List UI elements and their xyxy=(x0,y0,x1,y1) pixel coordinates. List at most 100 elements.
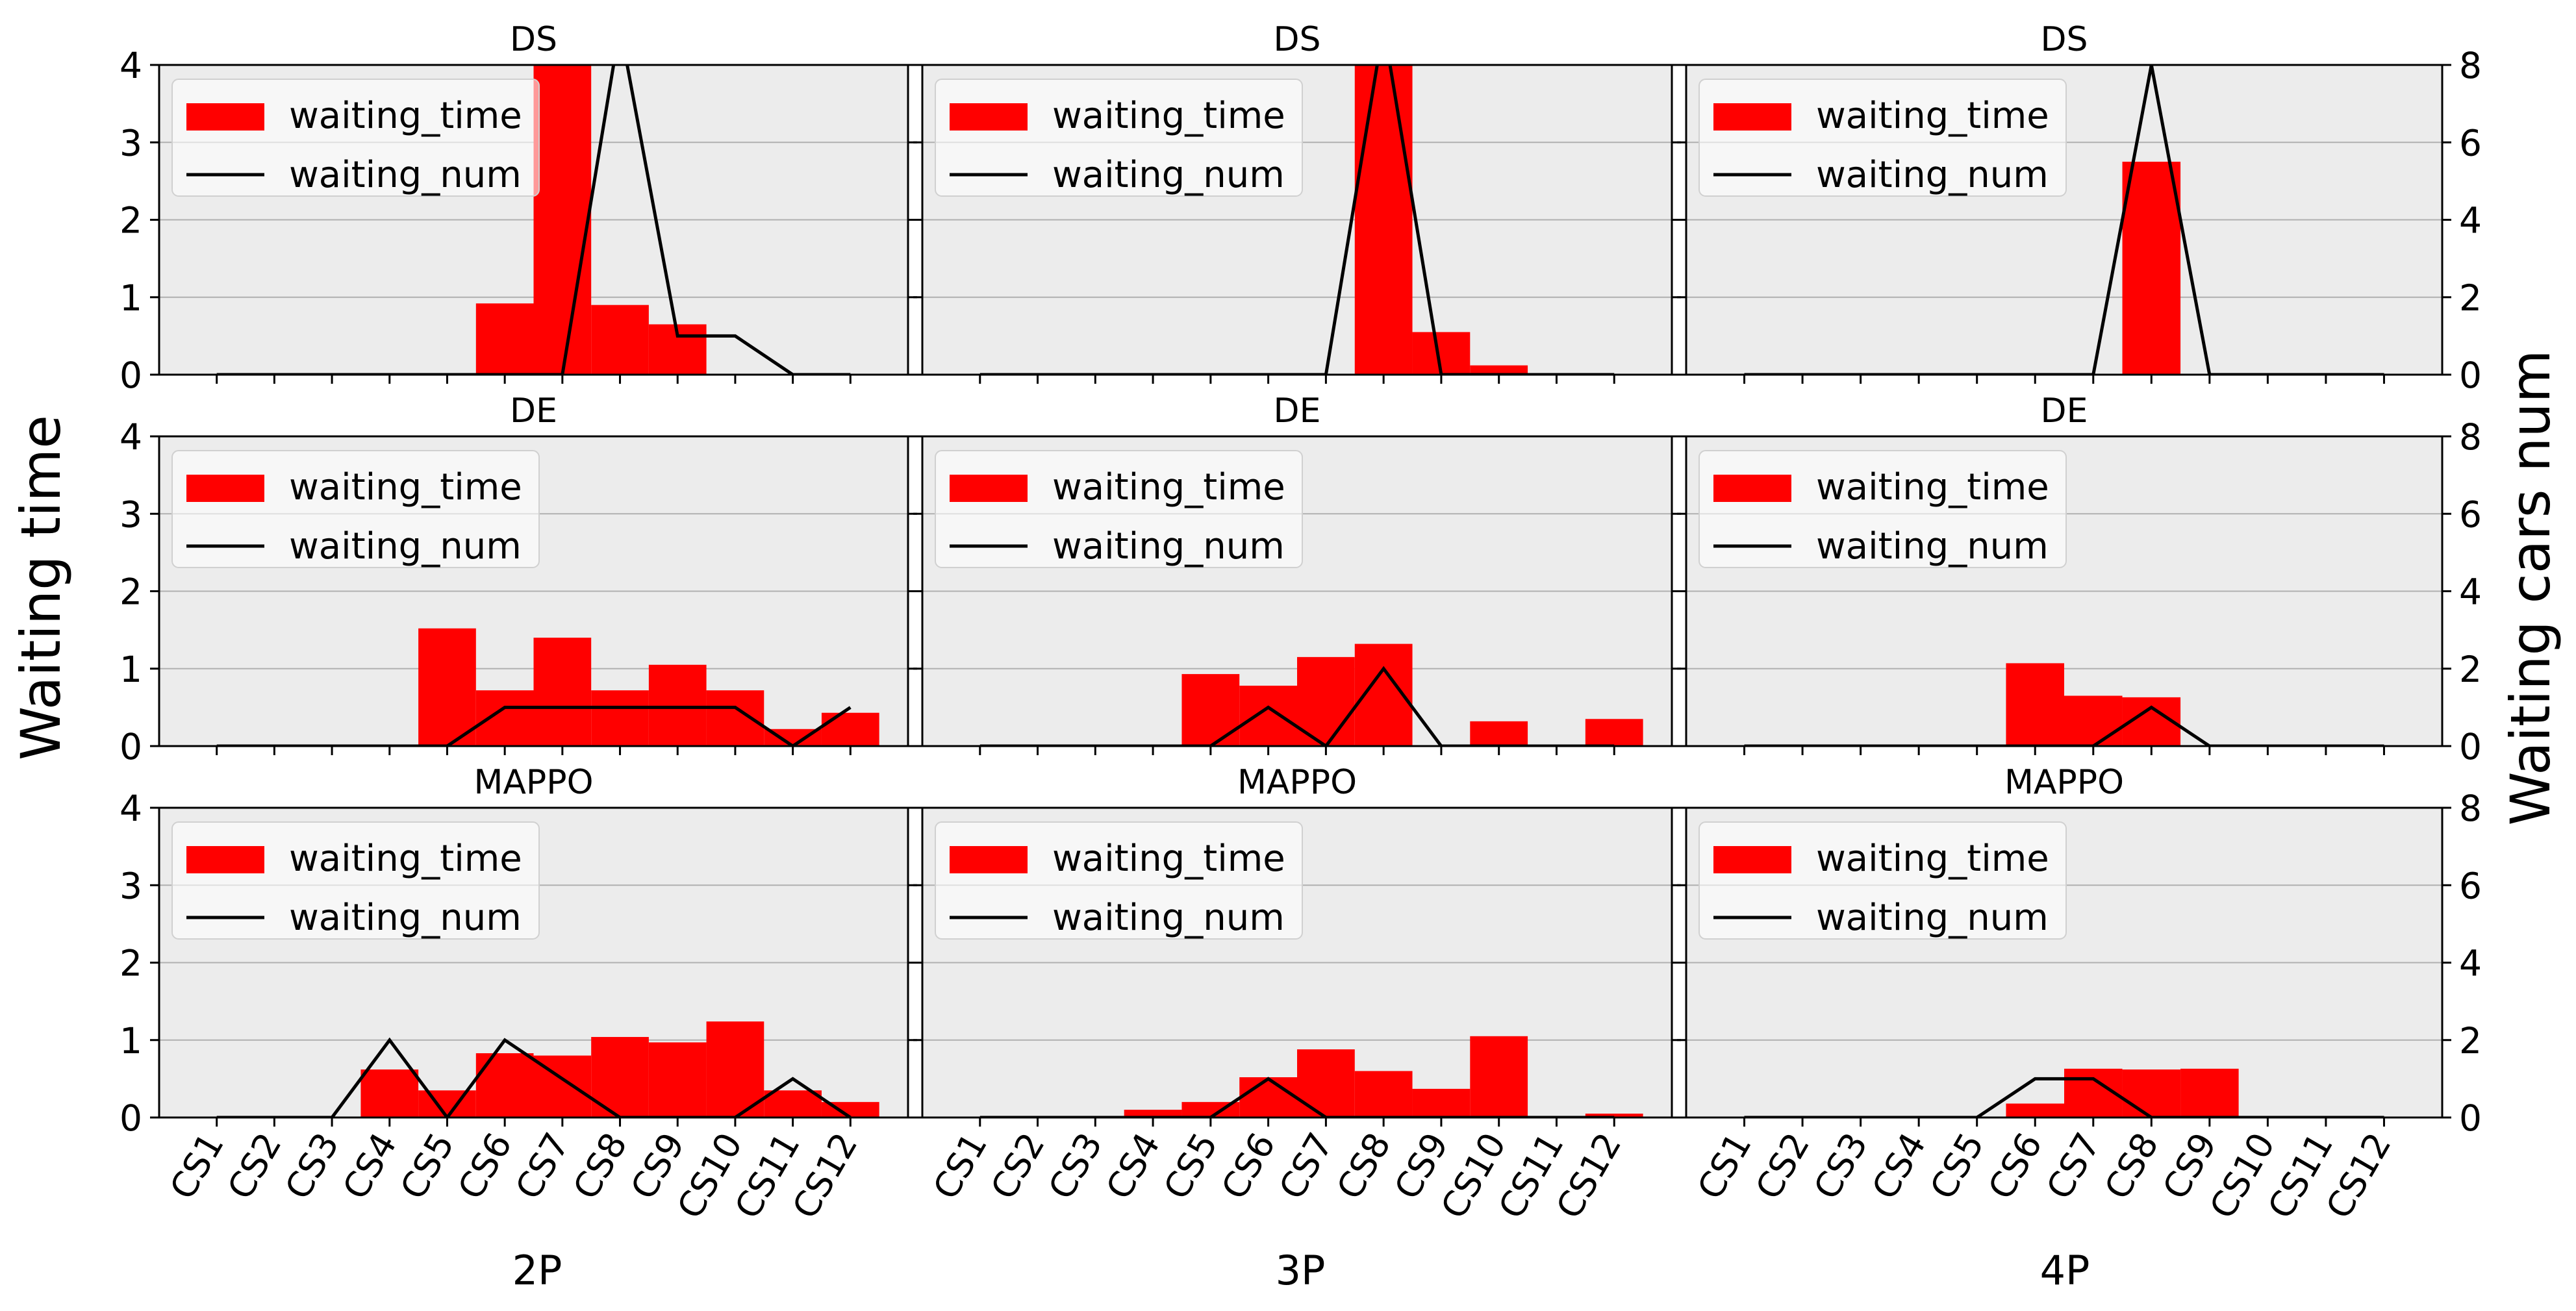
column-label-4p: 4P xyxy=(2040,1247,2090,1294)
panels-layer: DS 0 1 2 3 4 waiting_time waiting_num DS waiting_… xyxy=(120,20,2482,1225)
legend-label-waiting-num: waiting_num xyxy=(1052,154,1285,196)
panel-ds-3p-legend: waiting_time waiting_num xyxy=(935,79,1303,197)
panel-mappo-2p-waiting-num-line xyxy=(216,1037,852,1117)
bar-cs6 xyxy=(1239,1077,1297,1117)
bar-cs9 xyxy=(1412,1088,1471,1117)
x-tick-label-cs8: CS8 xyxy=(1329,1126,1399,1206)
panel-mappo-2p-legend: waiting_time waiting_num xyxy=(171,821,540,940)
legend-label-waiting-time: waiting_time xyxy=(1052,95,1285,137)
legend-label-waiting-time: waiting_time xyxy=(289,838,522,880)
panel-ds-2p-waiting-num-line xyxy=(216,65,851,375)
y-axis-label-right: Waiting cars num xyxy=(2499,350,2562,826)
bar-cs9 xyxy=(2180,1068,2239,1117)
panel-title: DE xyxy=(1274,392,1321,431)
bar-cs9 xyxy=(648,664,707,746)
bar-cs7 xyxy=(2064,695,2123,746)
y-tick-label-left: 1 xyxy=(120,1020,142,1062)
bar-cs4 xyxy=(360,1069,419,1117)
panel-mappo-3p-waiting-num-line xyxy=(979,1077,1615,1117)
y-tick-label-left: 3 xyxy=(120,865,142,906)
x-tick-label-cs3: CS3 xyxy=(1806,1126,1876,1206)
panel-title: MAPPO xyxy=(1237,763,1357,802)
y-tick-label-right: 0 xyxy=(2459,726,2482,768)
panel-de-3p-waiting-num-line xyxy=(979,666,1615,746)
bar-cs10 xyxy=(706,1021,764,1117)
legend-label-waiting-num: waiting_num xyxy=(1052,525,1285,568)
y-tick-label-left: 3 xyxy=(120,493,142,535)
figure-labels: Waiting time Waiting cars num 2P 3P 4P xyxy=(9,350,2562,1295)
bar-cs12 xyxy=(821,712,879,746)
bar-cs7 xyxy=(533,65,592,375)
legend-label-waiting-time: waiting_time xyxy=(1816,838,2049,880)
y-tick-label-right: 6 xyxy=(2459,493,2482,535)
panel-de-2p-waiting-num-line xyxy=(216,705,852,746)
y-tick-label-right: 4 xyxy=(2459,200,2482,242)
legend-swatch-bar xyxy=(186,103,264,131)
legend-label-waiting-time: waiting_time xyxy=(289,95,522,137)
panel-ds-4p-legend: waiting_time waiting_num xyxy=(1698,79,2067,197)
x-tick-label-cs6: CS6 xyxy=(450,1126,520,1206)
x-tick-label-cs3: CS3 xyxy=(1041,1126,1111,1206)
panel-ds-3p-bars xyxy=(1354,65,1585,375)
legend-swatch-bar xyxy=(1713,475,1791,502)
panel-mappo-4p-legend: waiting_time waiting_num xyxy=(1698,821,2067,940)
bar-cs6 xyxy=(475,1053,534,1117)
panel-de-2p: DE 0 1 2 3 4 waiting_time waiting_num xyxy=(120,392,917,768)
y-axis-label-left: Waiting time xyxy=(9,415,73,760)
y-tick-label-left: 3 xyxy=(120,122,142,164)
panel-ds-4p: DS 0 2 4 6 8 waiting_time waiting_num xyxy=(1677,20,2482,396)
bar-cs12 xyxy=(1585,1114,1643,1117)
panel-ds-4p-bars xyxy=(2122,162,2181,375)
bar-cs5 xyxy=(418,1090,476,1117)
y-tick-label-left: 1 xyxy=(120,649,142,690)
y-tick-label-right: 2 xyxy=(2459,649,2482,690)
bar-cs5 xyxy=(1181,674,1240,746)
y-tick-label-left: 1 xyxy=(120,277,142,319)
legend-swatch-bar xyxy=(1713,846,1791,873)
legend-label-waiting-num: waiting_num xyxy=(1816,525,2049,568)
x-tick-label-cs5: CS5 xyxy=(1155,1126,1226,1206)
y-tick-label-right: 8 xyxy=(2459,45,2482,86)
bar-cs10 xyxy=(706,690,764,746)
bar-cs6 xyxy=(2006,663,2064,746)
x-tick-label-cs3: CS3 xyxy=(277,1126,347,1206)
y-tick-label-left: 2 xyxy=(120,571,142,613)
panel-ds-3p: DS waiting_time waiting_num xyxy=(913,20,1681,384)
panel-title: MAPPO xyxy=(2004,763,2124,802)
bar-cs6 xyxy=(475,690,534,746)
bar-cs9 xyxy=(648,1042,707,1117)
legend-label-waiting-time: waiting_time xyxy=(1816,95,2049,137)
bar-cs10 xyxy=(1470,1036,1528,1117)
x-tick-label-cs2: CS2 xyxy=(983,1126,1053,1206)
panel-mappo-3p-legend: waiting_time waiting_num xyxy=(935,821,1303,940)
y-tick-label-right: 4 xyxy=(2459,943,2482,984)
legend-label-waiting-time: waiting_time xyxy=(1052,466,1285,508)
x-tick-label-cs1: CS1 xyxy=(925,1126,995,1206)
x-tick-label-cs2: CS2 xyxy=(1748,1126,1818,1206)
legend-label-waiting-num: waiting_num xyxy=(289,154,522,196)
x-tick-label-cs6: CS6 xyxy=(1980,1126,2051,1206)
x-tick-label-cs7: CS7 xyxy=(507,1126,577,1206)
bar-cs8 xyxy=(591,305,649,375)
panel-ds-2p: DS 0 1 2 3 4 waiting_time waiting_num xyxy=(120,20,917,396)
bar-cs8 xyxy=(591,690,649,746)
x-tick-label-cs2: CS2 xyxy=(220,1126,290,1206)
y-tick-label-right: 6 xyxy=(2459,122,2482,164)
y-tick-label-left: 0 xyxy=(120,355,142,396)
panel-title: MAPPO xyxy=(474,763,593,802)
x-tick-label-cs1: CS1 xyxy=(162,1126,232,1206)
bar-cs4 xyxy=(1124,1110,1182,1117)
bar-cs10 xyxy=(1470,721,1528,746)
bar-cs7 xyxy=(533,638,592,746)
legend-swatch-bar xyxy=(950,846,1028,873)
panel-mappo-4p-bars xyxy=(2006,1068,2239,1117)
x-tick-label-cs4: CS4 xyxy=(335,1126,405,1206)
legend-label-waiting-num: waiting_num xyxy=(1816,154,2049,196)
panel-de-2p-legend: waiting_time waiting_num xyxy=(171,450,540,568)
panel-mappo-2p: MAPPO01234CS1CS2CS3CS4CS5CS6CS7CS8CS9CS1… xyxy=(120,763,917,1225)
bar-cs12 xyxy=(1585,719,1643,746)
y-tick-label-right: 8 xyxy=(2459,416,2482,458)
legend-label-waiting-time: waiting_time xyxy=(289,466,522,508)
y-tick-label-left: 0 xyxy=(120,726,142,768)
